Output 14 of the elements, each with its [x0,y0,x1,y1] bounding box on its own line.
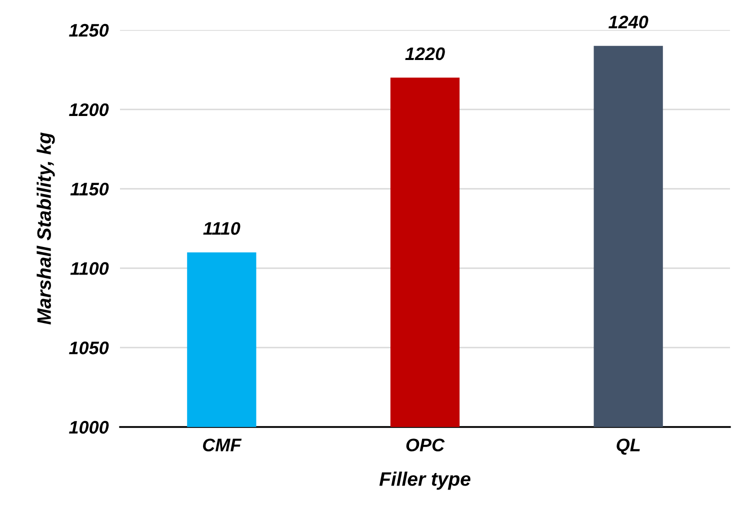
y-tick-label: 1100 [70,262,109,275]
data-label: 1110 [203,222,240,235]
data-label: 1220 [405,47,445,60]
y-tick-label: 1150 [70,182,109,196]
y-tick-label: 1000 [69,420,109,434]
x-axis-title: Filler type [379,472,470,490]
y-tick-label: 1200 [69,103,109,116]
y-tick-label: 1050 [69,342,109,354]
x-tick-label: QL [616,438,640,455]
x-tick-label: OPC [406,438,445,452]
y-axis-title: Marshall Stability, kg [36,132,55,324]
x-tick-label: CMF [202,438,242,452]
data-label: 1240 [608,16,648,28]
y-tick-label: 1250 [69,24,109,37]
